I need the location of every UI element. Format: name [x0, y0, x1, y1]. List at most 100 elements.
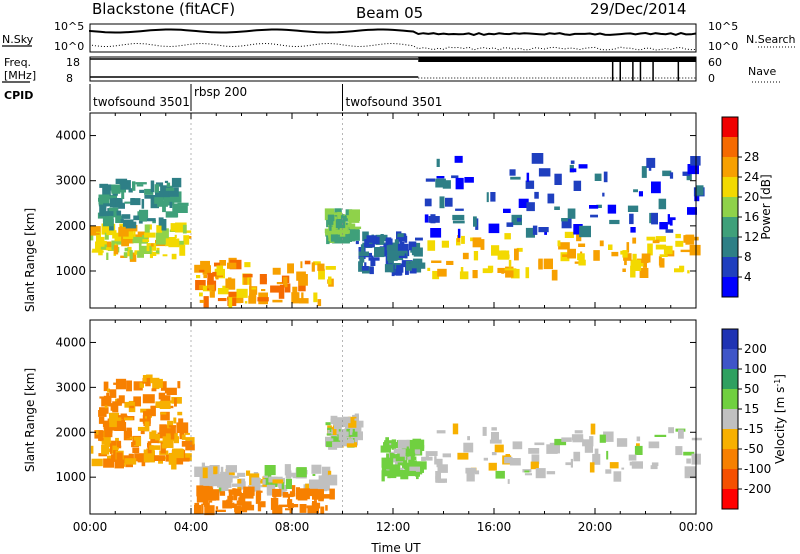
- velocity-cell: [204, 498, 217, 501]
- velocity-cell: [179, 457, 190, 462]
- power-cell: [135, 182, 147, 185]
- power-cell: [424, 214, 429, 223]
- power-cell: [651, 181, 661, 194]
- velocity-cell: [173, 436, 179, 444]
- velocity-region-4: [325, 413, 364, 450]
- velocity-cell: [582, 439, 593, 447]
- velocity-cell: [118, 445, 122, 449]
- velocity-cb-swatch-6: [722, 449, 738, 470]
- velocity-cell: [106, 392, 110, 398]
- velocity-cell: [96, 430, 99, 435]
- power-cell: [162, 185, 170, 198]
- freq-unit: [MHz]: [4, 69, 36, 82]
- velocity-cell: [381, 457, 394, 468]
- velocity-cell: [194, 502, 200, 512]
- power-cell: [428, 216, 440, 223]
- velocity-cell: [442, 453, 451, 458]
- power-cell: [488, 223, 500, 234]
- power-cell: [228, 297, 233, 308]
- velocity-cell: [348, 416, 357, 428]
- xtick-4: 16:00: [477, 520, 512, 534]
- power-cb-swatch-7: [722, 137, 738, 158]
- power-cell: [455, 208, 464, 211]
- power-cell: [243, 277, 248, 285]
- freq-tick-top: 18: [66, 56, 80, 69]
- velocity-cell: [691, 437, 702, 441]
- velocity-cell: [684, 466, 696, 479]
- power-cell: [687, 207, 697, 215]
- velocity-cell: [405, 448, 410, 454]
- velocity-cell: [246, 470, 251, 476]
- velocity-cb-label: Velocity [m s-1]: [773, 374, 787, 464]
- velocity-cell: [528, 448, 540, 454]
- power-cell: [106, 247, 112, 251]
- power-cell: [129, 250, 133, 260]
- power-cell: [244, 262, 251, 268]
- power-cell: [611, 251, 619, 257]
- power-cell: [337, 211, 341, 219]
- power-cell: [665, 229, 674, 233]
- power-cell: [133, 215, 143, 221]
- velocity-cell: [250, 490, 255, 496]
- power-cell: [446, 260, 454, 265]
- power-cell: [593, 250, 600, 261]
- power-cell: [168, 238, 180, 248]
- velocity-cell: [234, 505, 242, 515]
- power-cell: [155, 250, 160, 254]
- power-cell: [396, 265, 404, 273]
- power-region-2: [194, 257, 336, 308]
- power-cell: [557, 240, 561, 247]
- power-cell: [249, 278, 252, 291]
- xtick-6: 00:00: [679, 520, 714, 534]
- power-cb-label: Power [dB]: [759, 174, 773, 239]
- velocity-cell: [181, 440, 193, 447]
- velocity-cell: [650, 465, 658, 470]
- velocity-cb-tick-4: -15: [744, 422, 764, 436]
- power-cell: [501, 268, 505, 274]
- power-cell: [608, 244, 613, 250]
- power-cell: [171, 177, 182, 188]
- power-cell: [137, 239, 150, 243]
- power-cb-swatch-6: [722, 157, 738, 178]
- power-cell: [272, 267, 281, 275]
- velocity-cell: [208, 489, 220, 501]
- velocity-cell: [204, 505, 215, 516]
- velocity-cell: [594, 448, 599, 457]
- xtick-1: 04:00: [174, 520, 209, 534]
- velocity-cell: [297, 491, 308, 501]
- power-cb-swatch-2: [722, 237, 738, 258]
- velocity-cell: [381, 470, 385, 482]
- velocity-cell: [628, 454, 637, 461]
- power-cell: [371, 255, 374, 266]
- power-cell: [620, 250, 625, 255]
- power-cell: [630, 259, 642, 271]
- power-cell: [183, 230, 192, 233]
- velocity-cell: [177, 411, 183, 416]
- power-cell: [195, 267, 199, 272]
- power-cell: [413, 247, 423, 257]
- power-cell: [203, 274, 207, 279]
- power-cell: [325, 266, 336, 270]
- power-cell: [313, 261, 321, 266]
- velocity-cell: [488, 462, 497, 471]
- velocity-ytick-0: 1000: [55, 470, 86, 484]
- power-cell: [675, 233, 681, 239]
- power-cell: [144, 232, 156, 238]
- power-cell: [99, 204, 107, 217]
- power-cell: [503, 208, 511, 213]
- power-cell: [318, 269, 325, 280]
- power-cell: [424, 198, 432, 207]
- power-cell: [349, 212, 360, 223]
- power-cell: [144, 224, 150, 233]
- velocity-cell: [263, 475, 268, 478]
- power-cell: [278, 287, 285, 299]
- velocity-cell: [465, 467, 477, 474]
- power-cell: [399, 239, 403, 250]
- power-cell: [150, 180, 155, 193]
- power-cell: [646, 157, 656, 168]
- velocity-cell: [237, 472, 246, 477]
- velocity-cell: [208, 500, 213, 503]
- power-cell: [564, 231, 574, 238]
- velocity-cell: [98, 410, 107, 417]
- power-cell: [168, 187, 179, 197]
